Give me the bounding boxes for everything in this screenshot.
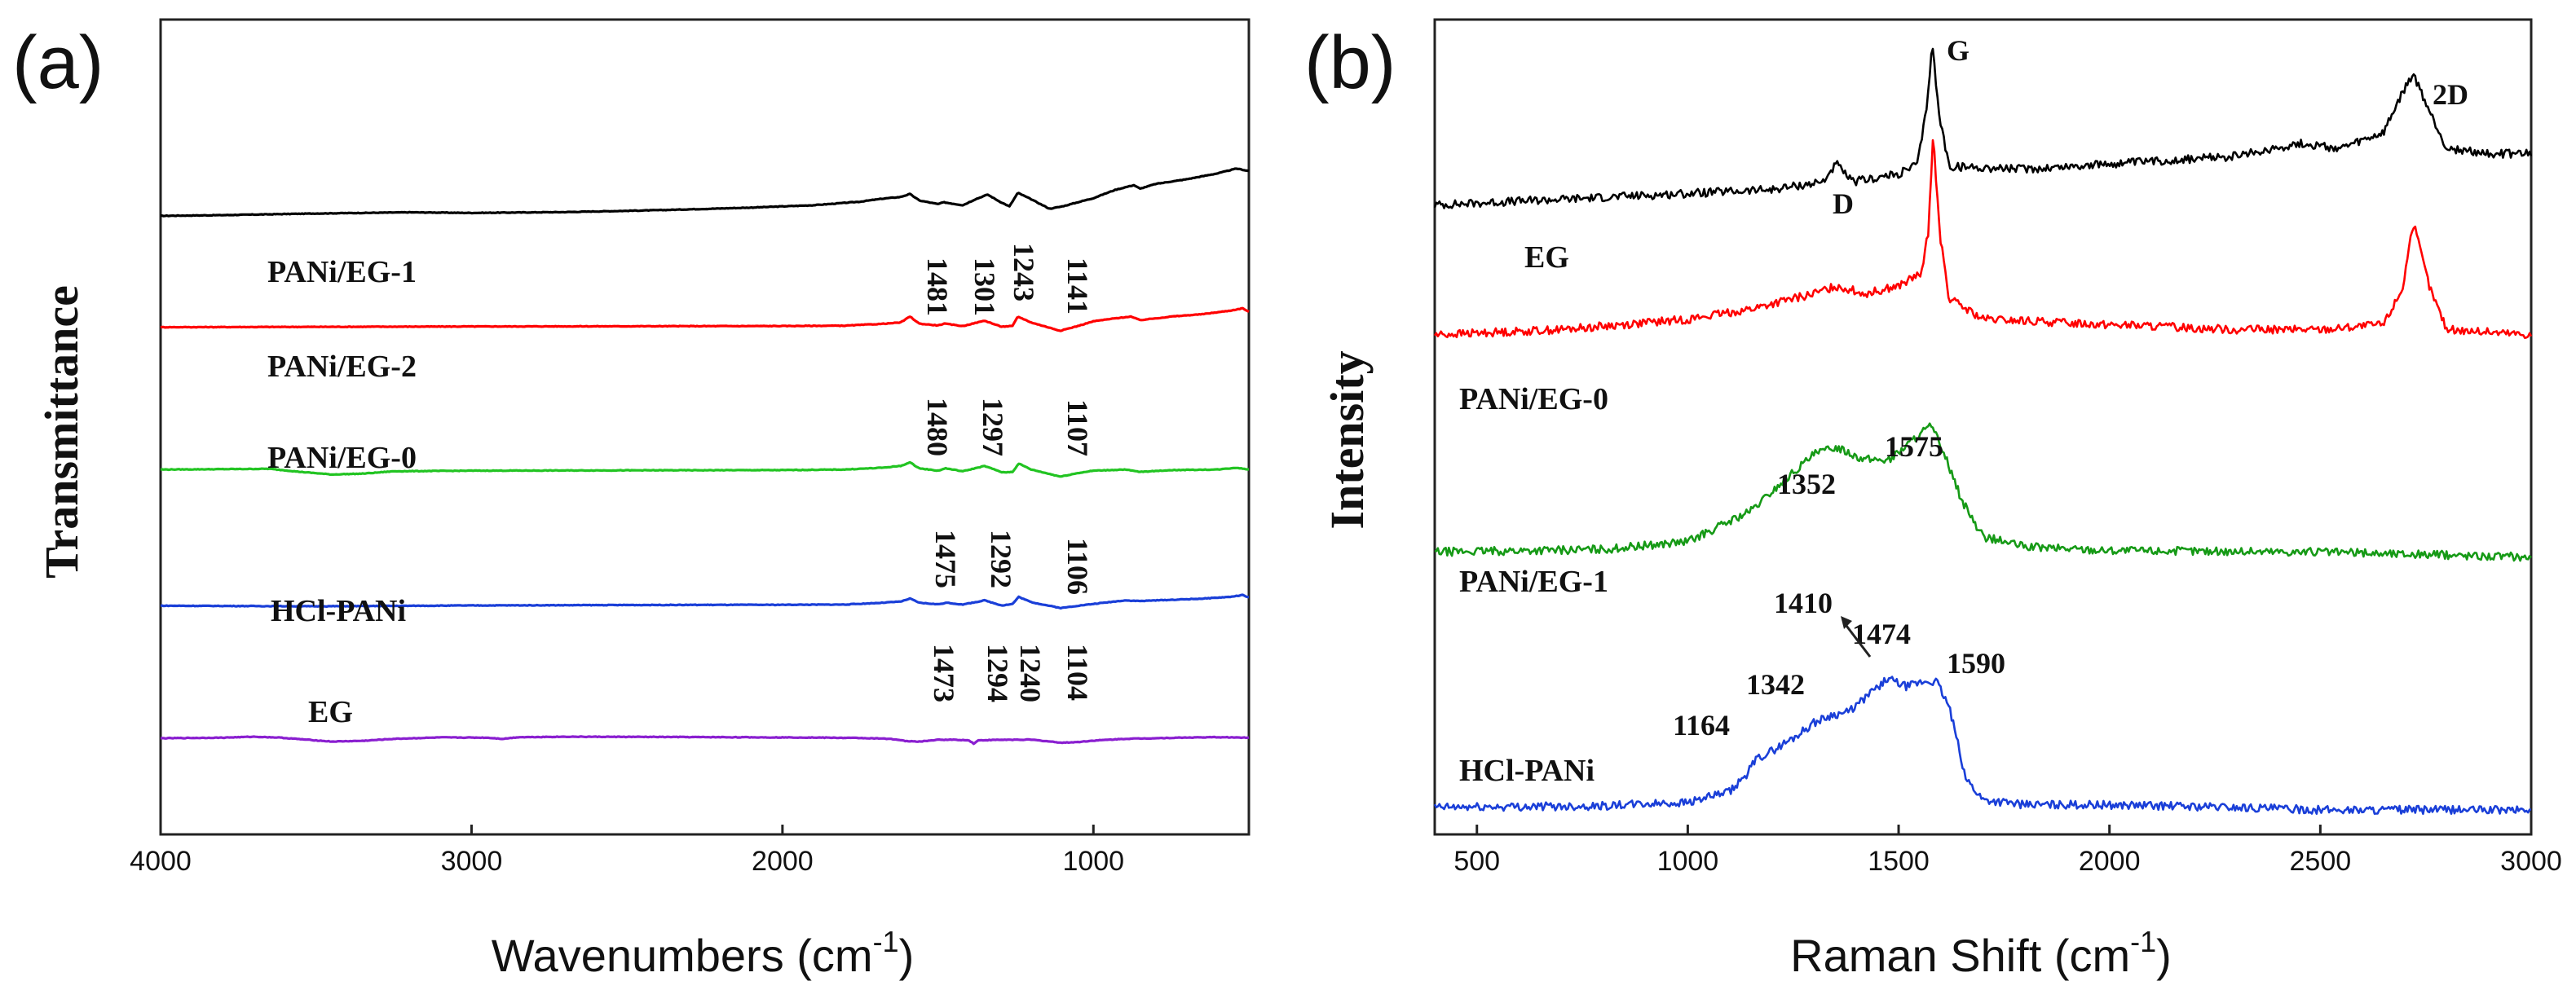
series-label-eg-a: EG [308,695,353,729]
x-tick-label-1500: 1500 [1868,846,1930,877]
series-lines-a [160,167,1250,746]
y-axis-title-b: Intensity [1321,350,1374,529]
series-line-b-pani-eg-1 [1434,422,2532,562]
peak-label-h-1104: 1104 [1061,644,1094,701]
series-line-b-eg [1433,47,2533,209]
peak-label-h-1294: 1294 [981,644,1014,702]
x-tick-label-1000: 1000 [1062,846,1124,877]
peak-label-b1-1352: 1352 [1777,468,1836,500]
peak-label-d: D [1833,187,1854,220]
x-tick-label-3000: 3000 [2500,846,2562,877]
peak-label-a1-1243: 1243 [1008,243,1040,301]
peak-label-a2-1107: 1107 [1061,399,1094,456]
series-label-pani-eg-1-b: PANi/EG-1 [1459,565,1608,599]
peak-label-h-1342: 1342 [1746,668,1805,701]
series-line-b-hcl-pani [1433,676,2532,815]
x-ticks-a: 4000 3000 2000 1000 [130,825,1124,877]
series-label-pani-eg-1: PANi/EG-1 [267,255,417,289]
series-label-pani-eg-0-b: PANi/EG-0 [1459,382,1608,416]
series-line-a-pani-eg-2 [160,306,1250,332]
x-tick-label-500: 500 [1453,846,1500,877]
peak-label-a1-1301: 1301 [968,257,1001,316]
series-label-eg-b: EG [1524,240,1569,275]
panel-b-label: (b) [1304,21,1396,104]
series-line-a-eg [160,735,1250,746]
x-tick-label-4000: 4000 [130,846,192,877]
peak-label-a0-1106: 1106 [1061,538,1094,595]
x-tick-label-2500: 2500 [2290,846,2352,877]
peak-label-b1-1575: 1575 [1885,430,1943,463]
panel-b-raman: (b) 500 1000 1500 2000 2500 3000 Intensity Ra… [1304,18,2562,981]
peak-label-a2-1297: 1297 [977,398,1009,456]
x-axis-title-b: Raman Shift (cm-1) [1790,925,2172,981]
x-tick-label-3000: 3000 [441,846,503,877]
series-line-b-pani-eg-0 [1433,139,2533,340]
peak-label-a1-1481: 1481 [921,257,954,316]
x-tick-label-1000: 1000 [1657,846,1719,877]
peak-label-a1-1141: 1141 [1061,257,1094,315]
series-lines-b [1433,47,2533,815]
series-label-pani-eg-2: PANi/EG-2 [267,350,417,384]
x-ticks-b: 500 1000 1500 2000 2500 3000 [1453,825,2562,877]
peak-label-a0-1292: 1292 [985,530,1017,588]
peak-label-h-1164: 1164 [1673,709,1730,742]
x-axis-title-a: Wavenumbers (cm-1) [492,925,914,981]
peak-label-2d: 2D [2433,78,2468,111]
x-tick-label-2000: 2000 [752,846,814,877]
peak-label-g: G [1947,34,1969,67]
panel-a-ftir: (a) 4000 3000 2000 1000 Transmittance Waven… [12,18,1251,981]
series-label-pani-eg-0: PANi/EG-0 [267,441,417,475]
peak-label-a2-1480: 1480 [921,398,954,456]
plot-frame-a [159,18,1251,836]
arrow-1410 [1842,622,1872,658]
panel-a-label: (a) [12,21,104,104]
arrow-head-1410 [1841,616,1852,629]
y-axis-title-a: Transmittance [35,285,88,579]
series-label-hcl-pani-b: HCl-PANi [1459,754,1595,788]
series-line-a-pani-eg-0 [160,460,1249,478]
series-line-a-hcl-pani [160,593,1250,610]
peak-label-h-1240: 1240 [1014,644,1047,702]
peak-label-h-1473: 1473 [928,644,960,702]
plot-frame-b [1433,18,2533,836]
x-tick-label-2000: 2000 [2079,846,2141,877]
peak-label-a0-1475: 1475 [929,530,962,588]
peak-label-h-1410: 1410 [1774,587,1833,619]
series-label-hcl-pani: HCl-PANi [271,594,406,628]
peak-label-h-1590: 1590 [1947,647,2005,680]
series-line-a-pani-eg-1 [161,167,1250,218]
